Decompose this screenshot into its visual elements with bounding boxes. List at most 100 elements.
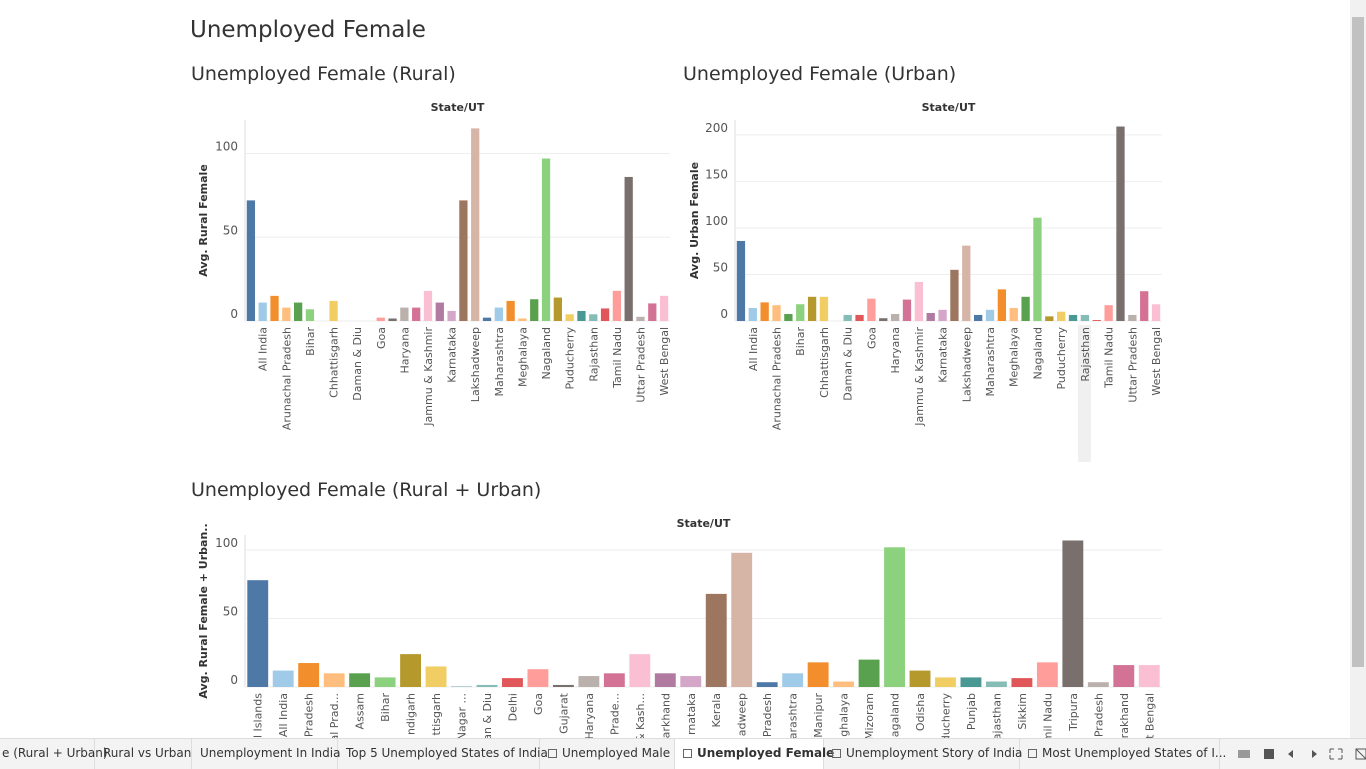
bar xyxy=(400,654,421,687)
x-tick-label: Meghalaya xyxy=(1008,327,1021,387)
bar xyxy=(808,297,816,321)
tab[interactable]: Unemployment In India xyxy=(192,739,338,769)
bar xyxy=(680,676,701,687)
bar xyxy=(426,666,447,687)
x-tick-label: Bihar xyxy=(304,327,317,356)
grid-view-button[interactable] xyxy=(1238,750,1250,758)
next-button[interactable] xyxy=(1312,750,1317,758)
chart-title: Unemployed Female (Rural) xyxy=(191,63,456,85)
bar xyxy=(604,673,625,687)
bar xyxy=(436,303,444,321)
x-tick-label: Gujarat xyxy=(557,692,570,734)
bar xyxy=(1116,127,1124,321)
x-tick-label: Assam xyxy=(354,693,367,729)
y-tick-label: 0 xyxy=(720,307,728,321)
bar xyxy=(329,301,337,321)
bar xyxy=(731,553,752,687)
x-tick-label: l Prade... xyxy=(608,693,621,738)
bar xyxy=(879,318,887,321)
bar xyxy=(1081,315,1089,321)
bar xyxy=(927,313,935,321)
bar xyxy=(950,270,958,321)
x-tick-label: Goa xyxy=(532,693,545,715)
tab[interactable]: Unemployment Story of India xyxy=(824,739,1020,769)
bar xyxy=(910,671,931,687)
tab[interactable]: Top 5 Unemployed States of India xyxy=(338,739,540,769)
bar xyxy=(1045,316,1053,321)
prev-button[interactable] xyxy=(1288,750,1293,758)
bar xyxy=(518,318,526,321)
x-tick-label: Chhattisgarh xyxy=(818,327,831,398)
tab[interactable]: Rural vs Urban xyxy=(95,739,192,769)
bar xyxy=(1113,665,1134,687)
tab[interactable]: Most Unemployed States of I... xyxy=(1020,739,1220,769)
bar xyxy=(349,673,370,687)
bar xyxy=(749,308,757,321)
x-tick-label: Rajasthan xyxy=(1079,327,1092,382)
dashboard-icon xyxy=(683,749,692,758)
bar xyxy=(935,677,956,687)
scroll-thumb[interactable] xyxy=(1352,17,1364,667)
x-tick-label: Odisha xyxy=(914,693,927,731)
x-tick-label: Manipur xyxy=(812,693,825,738)
tab[interactable]: e (Rural + Urban) xyxy=(0,739,95,769)
x-tick-label: Goa xyxy=(375,327,388,349)
x-tick-label: Mizoram xyxy=(863,693,876,738)
bar xyxy=(1088,682,1109,687)
bar xyxy=(962,246,970,321)
x-tick-label: Maharashtra xyxy=(984,327,997,397)
bar xyxy=(412,308,420,321)
tab-active[interactable]: Unemployed Female xyxy=(675,739,824,769)
x-tick-label: Puducherry xyxy=(564,327,577,390)
x-tick-label: Karnataka xyxy=(937,327,950,383)
x-tick-label: Maharashtra xyxy=(493,327,506,397)
fullscreen-button[interactable] xyxy=(1330,749,1342,759)
bar xyxy=(1104,305,1112,321)
x-axis-title: State/UT xyxy=(922,101,976,114)
bar xyxy=(974,315,982,321)
bar xyxy=(867,299,875,321)
x-tick-label: Nagaland xyxy=(540,327,553,379)
bar xyxy=(884,547,905,687)
bar xyxy=(527,669,548,687)
x-tick-label: hal Prad... xyxy=(328,693,341,738)
x-tick-label: Delhi xyxy=(506,693,519,721)
bar xyxy=(578,676,599,687)
dashboard: Unemployed Female Unemployed Female (Rur… xyxy=(0,0,1350,738)
x-tick-label: Haryana xyxy=(889,327,902,374)
x-tick-label: agaland xyxy=(889,693,902,737)
bar xyxy=(259,303,267,321)
bar xyxy=(1011,678,1032,687)
x-tick-label: ducherry xyxy=(939,693,952,738)
tab-menu-button[interactable] xyxy=(1356,749,1366,759)
bar xyxy=(903,300,911,321)
x-tick-label: Chhattisgarh xyxy=(328,327,341,398)
bar xyxy=(1062,540,1083,687)
x-tick-label: t Bengal xyxy=(1143,693,1156,738)
y-tick-label: 50 xyxy=(713,260,728,274)
tab[interactable]: Unemployed Male xyxy=(540,739,675,769)
bar xyxy=(757,682,778,687)
bar xyxy=(782,673,803,687)
bar xyxy=(1139,665,1160,687)
bar xyxy=(891,314,899,321)
x-tick-label: an & Diu xyxy=(481,693,494,738)
x-tick-label: All India xyxy=(257,327,270,371)
bar xyxy=(424,291,432,321)
bar xyxy=(629,654,650,687)
x-tick-label: Tamil Nadu xyxy=(611,327,624,389)
x-tick-label: & Kash... xyxy=(634,693,647,738)
bar xyxy=(986,310,994,321)
x-tick-label: rnataka xyxy=(685,693,698,735)
x-tick-label: Nagaland xyxy=(1031,327,1044,379)
bar xyxy=(577,311,585,321)
tab-controls xyxy=(1232,739,1366,769)
x-tick-label: Jammu & Kashmir xyxy=(913,327,926,427)
filmstrip-button[interactable] xyxy=(1264,749,1274,759)
x-tick-label: Lakshadweep xyxy=(469,327,482,402)
x-tick-label: Bihar xyxy=(379,693,392,722)
x-tick-label: arkhand xyxy=(659,693,672,738)
bar xyxy=(833,682,854,687)
bar xyxy=(298,663,319,687)
